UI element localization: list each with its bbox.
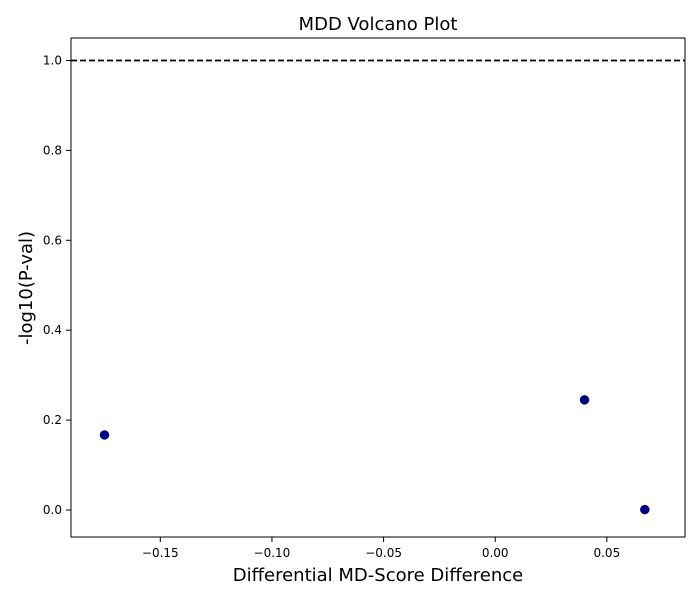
y-tick-label: 0.4 [43, 323, 62, 337]
scatter-point [579, 395, 590, 405]
scatter-point [640, 504, 650, 515]
scatter-point [99, 430, 110, 440]
x-tick-label: −0.15 [142, 546, 179, 560]
x-tick-label: 0.05 [593, 546, 620, 560]
y-tick-label: 0.0 [43, 503, 62, 517]
x-tick-label: 0.00 [482, 546, 509, 560]
y-tick-label: 1.0 [43, 53, 62, 67]
axes-frame [70, 37, 686, 538]
plot-area [70, 37, 686, 538]
x-axis-ticks: −0.15 −0.10 −0.05 0.00 0.05 [142, 537, 620, 560]
x-tick-label: −0.05 [365, 546, 402, 560]
y-tick-label: 0.2 [43, 413, 62, 427]
points-layer [99, 395, 650, 515]
y-axis-ticks: 0.0 0.2 0.4 0.6 0.8 1.0 [43, 53, 71, 517]
x-tick-label: −0.10 [254, 546, 291, 560]
y-tick-label: 0.8 [43, 143, 62, 157]
chart-title: MDD Volcano Plot [299, 14, 458, 35]
x-axis-label: Differential MD-Score Difference [233, 565, 523, 586]
y-tick-label: 0.6 [43, 233, 62, 247]
y-axis-label: -log10(P-val) [16, 231, 37, 345]
